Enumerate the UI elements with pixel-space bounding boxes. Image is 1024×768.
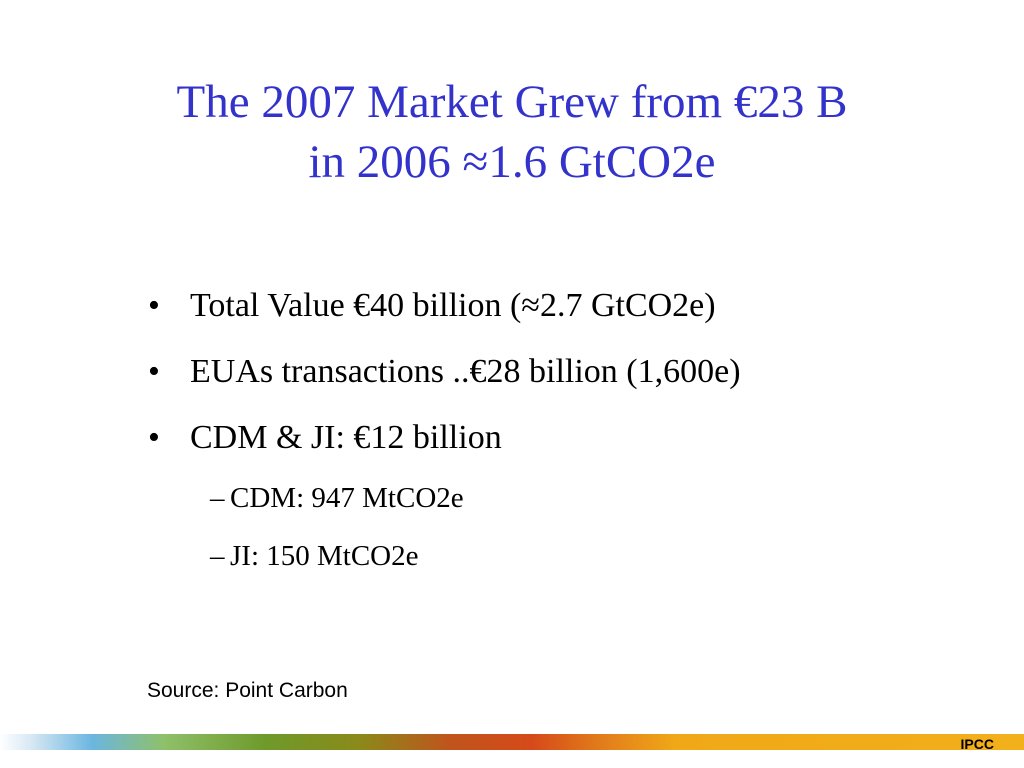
bullet: – (210, 540, 225, 572)
source-note: Source: Point Carbon (147, 679, 348, 702)
bullet: • (148, 353, 160, 390)
bullet: • (148, 287, 160, 324)
bullet-text: CDM & JI: €12 billion (190, 419, 502, 456)
slide-title: The 2007 Market Grew from €23 B in 2006 … (0, 72, 1024, 192)
footer-logo: IPCC (960, 736, 994, 752)
bullet-text: Total Value €40 billion (≈2.7 GtCO2e) (190, 287, 716, 324)
footer-bar (0, 734, 1024, 750)
bullet-text: CDM: 947 MtCO2e (230, 482, 464, 514)
title-line: The 2007 Market Grew from €23 B (176, 76, 848, 128)
bullet: – (210, 482, 225, 514)
title-line: in 2006 ≈1.6 GtCO2e (308, 136, 716, 188)
bullet-text: EUAs transactions ..€28 billion (1,600e) (190, 353, 741, 390)
bullet: • (148, 419, 160, 456)
bullet-text: JI: 150 MtCO2e (230, 540, 419, 572)
